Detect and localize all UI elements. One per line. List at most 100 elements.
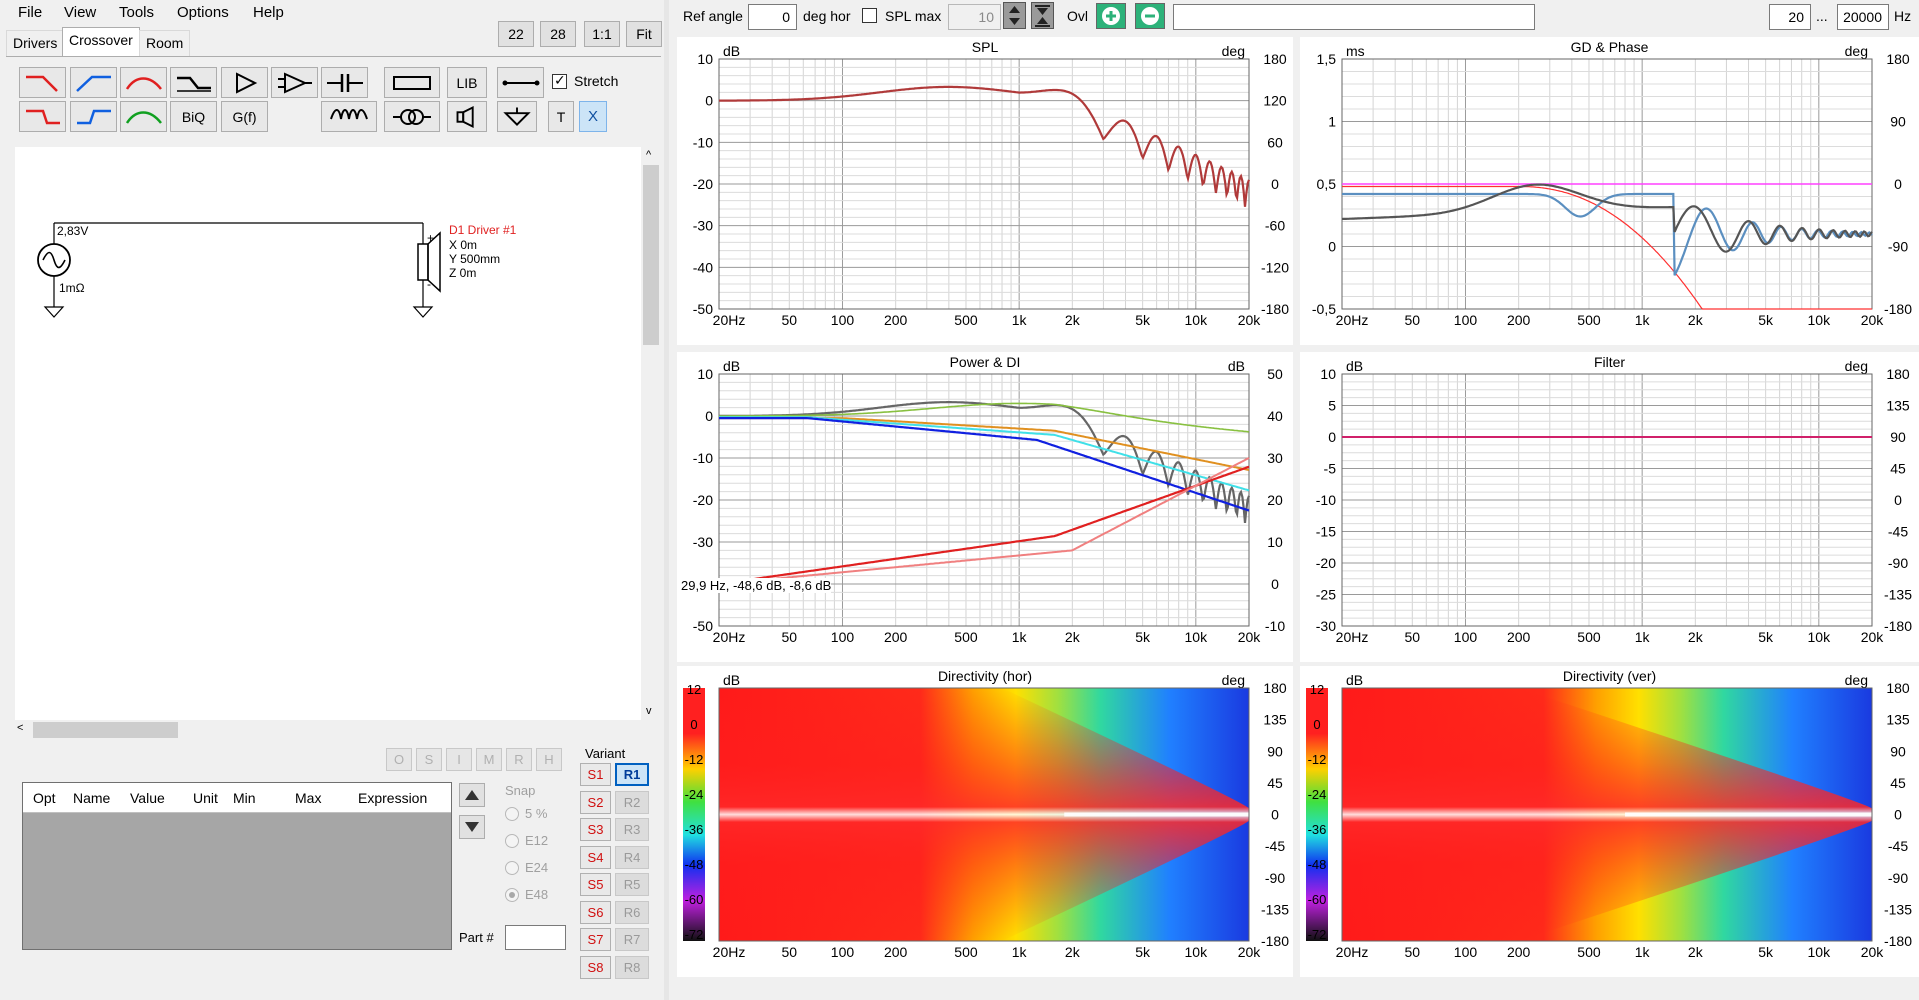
highpass-blue-button[interactable] — [70, 67, 117, 98]
filter-x-tick: 50 — [1405, 629, 1421, 645]
horizontal-scroll-thumb[interactable] — [33, 722, 178, 738]
snap-e12-radio[interactable]: E12 — [505, 833, 548, 848]
col-min[interactable]: Min — [233, 790, 256, 806]
wire-button[interactable] — [497, 67, 544, 98]
amplifier-button[interactable] — [221, 67, 268, 98]
tab-crossover[interactable]: Crossover — [62, 27, 140, 56]
capacitor-button[interactable] — [321, 67, 368, 98]
schematic-canvas[interactable]: 2,83V 1mΩ + - D1 Driver #1 X 0m Y 500mm … — [15, 147, 642, 722]
library-button[interactable]: LIB — [447, 67, 487, 98]
highpass2-blue-button[interactable] — [70, 101, 117, 132]
dir_ver-y2-tick: 90 — [1890, 743, 1906, 759]
freq-min-input[interactable]: 20 — [1769, 4, 1811, 30]
opamp-button[interactable] — [271, 67, 318, 98]
variant-s4-button[interactable]: S4 — [580, 845, 611, 869]
col-name[interactable]: Name — [73, 790, 111, 806]
spl-plot-panel[interactable]: dB deg 10 0 -10 -20 -30 -40 -50 180 120 60 0 -60 -120-… — [677, 37, 1293, 345]
scroll-left-icon[interactable]: < — [17, 722, 24, 734]
variant-r1-button[interactable]: R1 — [615, 763, 649, 786]
scroll-down-icon[interactable]: v — [646, 705, 652, 717]
variant-s6-button[interactable]: S6 — [580, 900, 611, 924]
overlay-input[interactable] — [1173, 4, 1535, 30]
variant-s3-button[interactable]: S3 — [580, 818, 611, 841]
remove-overlay-button[interactable] — [1135, 3, 1165, 29]
opt-o-button[interactable]: O — [386, 748, 412, 771]
optimizer-table[interactable]: Opt Name Value Unit Min Max Expression — [22, 782, 452, 950]
gd-phase-plot-panel[interactable]: ms deg 1,5 1 0,5 0 -0,5 180 90 0 -90 -180 20Hz 50 100 2… — [1300, 37, 1919, 345]
variant-s1-button[interactable]: S1 — [580, 763, 611, 786]
snap-e48-radio[interactable]: E48 — [505, 887, 548, 902]
zoom-fit-button[interactable]: Fit — [626, 21, 662, 47]
power-di-plot-panel[interactable]: dBdB100-10-20-30-40-5050403020100-1020Hz… — [677, 352, 1293, 662]
lowpass-red-button[interactable] — [19, 67, 66, 98]
part-number-input[interactable] — [505, 925, 566, 950]
directivity-hor-plot-panel[interactable]: dB deg 180 135 90 45 0 -45 -90 -135 -180 20Hz 50 100 2… — [677, 666, 1293, 977]
variant-s8-button[interactable]: S8 — [580, 955, 611, 979]
freq-max-input[interactable]: 20000 — [1837, 4, 1889, 30]
opt-i-button[interactable]: I — [446, 748, 472, 771]
speaker-button[interactable] — [447, 101, 487, 132]
x-button[interactable]: X — [579, 101, 607, 132]
snap-5pct-radio[interactable]: 5 % — [505, 806, 547, 821]
zoom-28-button[interactable]: 28 — [540, 21, 576, 47]
opt-s-button[interactable]: S — [416, 748, 442, 771]
pane-splitter[interactable] — [664, 0, 669, 1000]
vertical-scroll-thumb[interactable] — [643, 165, 659, 345]
tab-room[interactable]: Room — [139, 30, 191, 56]
spl-max-range-button[interactable] — [1031, 2, 1054, 29]
col-opt[interactable]: Opt — [33, 790, 56, 806]
col-unit[interactable]: Unit — [193, 790, 218, 806]
driver-name-label[interactable]: D1 Driver #1 — [449, 223, 517, 237]
resistor-button[interactable] — [384, 67, 440, 98]
variant-r2-button[interactable]: R2 — [615, 790, 649, 814]
col-value[interactable]: Value — [130, 790, 165, 806]
menu-tools[interactable]: Tools — [119, 4, 155, 21]
variant-r4-button[interactable]: R4 — [615, 845, 649, 869]
scroll-up-icon[interactable]: ^ — [646, 149, 652, 161]
col-max[interactable]: Max — [295, 790, 322, 806]
stretch-checkbox[interactable] — [552, 72, 567, 89]
variant-r6-button[interactable]: R6 — [615, 900, 649, 924]
tab-drivers[interactable]: Drivers — [6, 30, 65, 56]
zoom-1to1-button[interactable]: 1:1 — [584, 21, 620, 47]
variant-r8-button[interactable]: R8 — [615, 955, 649, 979]
biquad-button[interactable]: BiQ — [170, 101, 217, 132]
move-up-button[interactable] — [459, 783, 485, 807]
opt-h-button[interactable]: H — [536, 748, 562, 771]
variant-s7-button[interactable]: S7 — [580, 928, 611, 951]
variant-r5-button[interactable]: R5 — [615, 873, 649, 896]
menu-file[interactable]: File — [18, 4, 43, 21]
opt-m-button[interactable]: M — [476, 748, 502, 771]
inductor-button[interactable] — [321, 101, 377, 132]
variant-s2-button[interactable]: S2 — [580, 790, 611, 814]
menu-view[interactable]: View — [64, 4, 97, 21]
variant-r3-button[interactable]: R3 — [615, 818, 649, 841]
opt-r-button[interactable]: R — [506, 748, 532, 771]
variant-r7-button[interactable]: R7 — [615, 928, 649, 951]
menu-options[interactable]: Options — [177, 4, 229, 21]
variant-s5-button[interactable]: S5 — [580, 873, 611, 896]
schematic-vertical-scrollbar[interactable]: ^ v — [641, 147, 661, 722]
lowpass2-red-button[interactable] — [19, 101, 66, 132]
ref-angle-input[interactable]: 0 — [748, 4, 797, 30]
filter-plot-panel[interactable]: dB deg 10 5 0 -5 -10 -15 -20 -25 -30 180 135 90 45 0 -45… — [1300, 352, 1919, 662]
bandpass-green-button[interactable] — [120, 101, 167, 132]
ground-button[interactable] — [497, 101, 537, 132]
spl-max-input[interactable]: 10 — [948, 4, 1001, 30]
directivity-ver-plot-panel[interactable]: dB deg 180 135 90 45 0 -45 -90 -135 -180 20Hz 50 100 2… — [1300, 666, 1919, 977]
dir_ver-scale-tick: -72 — [1308, 927, 1327, 942]
menu-help[interactable]: Help — [253, 4, 284, 21]
add-overlay-button[interactable] — [1096, 3, 1126, 29]
spl-max-checkbox[interactable] — [862, 8, 877, 23]
col-expression[interactable]: Expression — [358, 790, 428, 806]
bandpass-red-button[interactable] — [120, 67, 167, 98]
t-button[interactable]: T — [548, 101, 574, 132]
transformer-button[interactable] — [384, 101, 440, 132]
gf-button[interactable]: G(f) — [221, 101, 268, 132]
schematic-horizontal-scrollbar[interactable]: < — [15, 720, 642, 740]
move-down-button[interactable] — [459, 815, 485, 839]
snap-e24-radio[interactable]: E24 — [505, 860, 548, 875]
spl-max-spinner[interactable] — [1003, 2, 1026, 29]
zoom-22-button[interactable]: 22 — [498, 21, 534, 47]
shelf-button[interactable] — [170, 67, 217, 98]
